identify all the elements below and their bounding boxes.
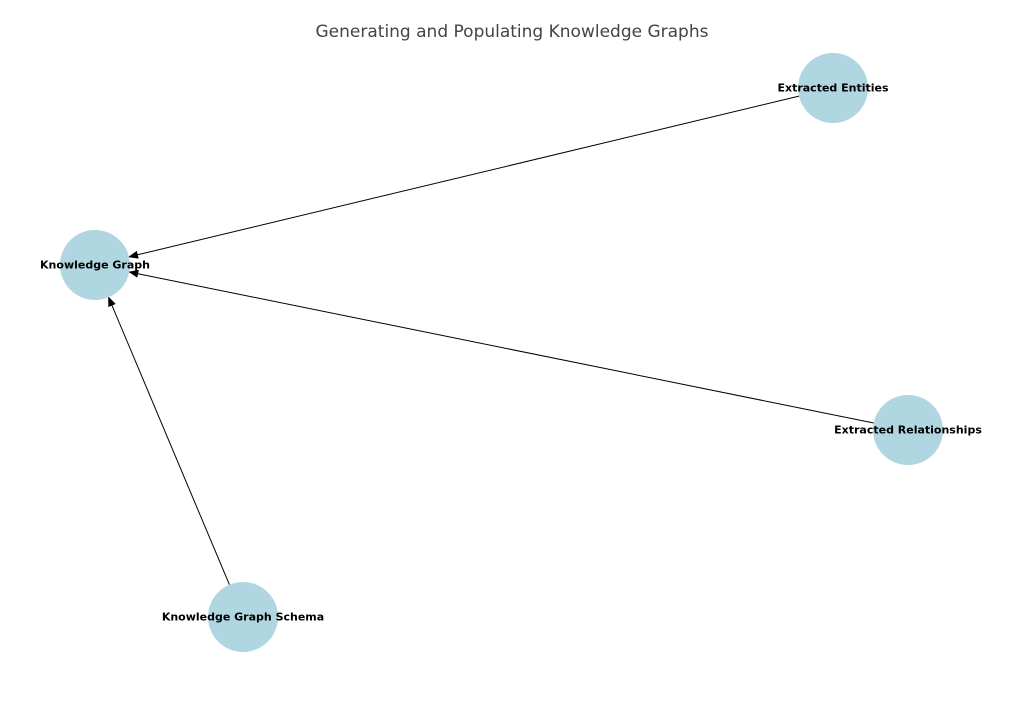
graph-node-label: Knowledge Graph Schema bbox=[162, 611, 324, 624]
edge-layer bbox=[0, 0, 1024, 709]
diagram-canvas: Generating and Populating Knowledge Grap… bbox=[0, 0, 1024, 709]
edge bbox=[109, 297, 230, 584]
graph-node-label: Extracted Entities bbox=[777, 82, 888, 95]
graph-node-label: Knowledge Graph bbox=[40, 259, 150, 272]
edge bbox=[129, 272, 873, 423]
edge bbox=[129, 96, 799, 257]
graph-node-label: Extracted Relationships bbox=[834, 424, 982, 437]
